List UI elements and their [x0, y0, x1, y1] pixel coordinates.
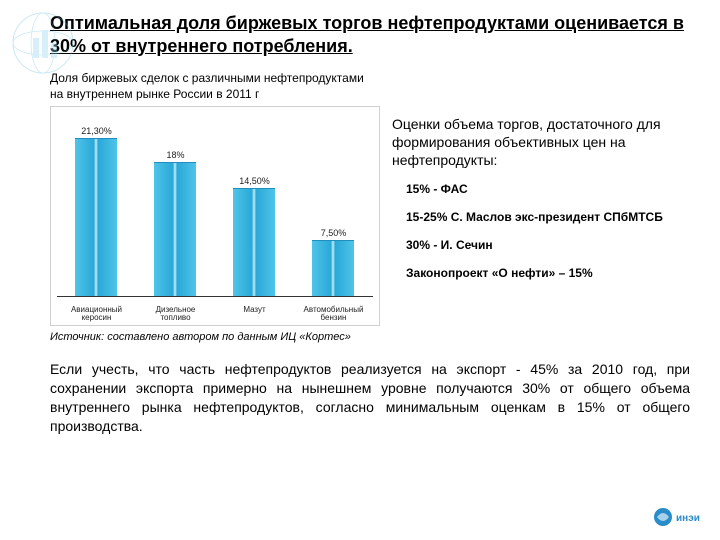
bar [312, 240, 354, 296]
x-category-label: Мазут [220, 306, 290, 324]
assessment-item: 30% - И. Сечин [392, 238, 690, 252]
bar-value-label: 7,50% [321, 228, 347, 238]
bar-value-label: 21,30% [81, 126, 112, 136]
bar [154, 162, 196, 296]
bar [75, 138, 117, 296]
bar-column: 14,50% [220, 176, 290, 296]
inei-logo-icon: инэи [652, 506, 700, 528]
x-category-label: Автомобильный бензин [299, 306, 369, 324]
x-category-label: Авиационный керосин [62, 306, 132, 324]
bar-column: 21,30% [62, 126, 132, 296]
right-column: Оценки объема торгов, достаточного для ф… [392, 71, 690, 344]
conclusion-text: Если учесть, что часть нефтепродуктов ре… [50, 360, 690, 436]
main-content: Доля биржевых сделок с различными нефтеп… [50, 71, 690, 344]
bar-value-label: 18% [166, 150, 184, 160]
chart-caption: Доля биржевых сделок с различными нефтеп… [50, 71, 380, 102]
chart-source: Источник: составлено автором по данным И… [50, 330, 380, 344]
assessment-title: Оценки объема торгов, достаточного для ф… [392, 115, 690, 170]
bar-column: 18% [141, 150, 211, 296]
assessment-item: Законопроект «О нефти» – 15% [392, 266, 690, 280]
page-title: Оптимальная доля биржевых торгов нефтепр… [50, 12, 690, 57]
bar-chart: 21,30% 18% 14,50% 7,50% Авиационный керосин… [50, 106, 380, 326]
assessment-item: 15% - ФАС [392, 182, 690, 196]
bar-column: 7,50% [299, 228, 369, 296]
bar [233, 188, 275, 296]
x-category-label: Дизельное топливо [141, 306, 211, 324]
left-column: Доля биржевых сделок с различными нефтеп… [50, 71, 380, 344]
svg-text:инэи: инэи [676, 513, 700, 524]
bar-value-label: 14,50% [239, 176, 270, 186]
assessment-item: 15-25% С. Маслов экс-президент СПбМТСБ [392, 210, 690, 224]
globe-bg-icon [8, 8, 78, 78]
